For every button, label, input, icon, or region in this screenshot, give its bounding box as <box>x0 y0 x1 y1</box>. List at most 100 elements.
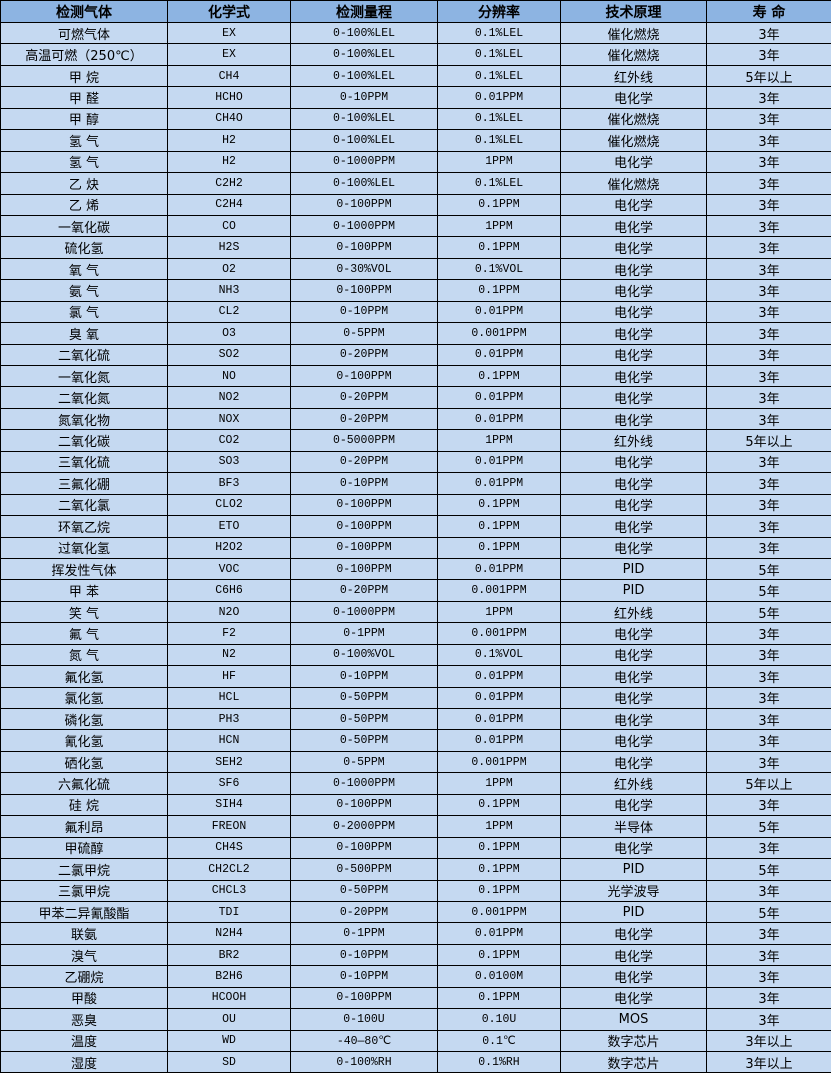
cell-gas: 湿度 <box>0 1050 168 1074</box>
cell-gas: 硫化氢 <box>0 236 168 259</box>
cell-range: 0-50PPM <box>290 686 438 710</box>
cell-principle: 电化学 <box>560 322 707 345</box>
cell-lifespan: 5年 <box>706 858 831 881</box>
cell-principle: 红外线 <box>560 772 707 795</box>
cell-formula: H2 <box>167 150 291 174</box>
cell-resolution: 0.1PPM <box>437 364 561 388</box>
cell-resolution: 1PPM <box>437 772 561 795</box>
cell-lifespan: 3年 <box>706 107 831 131</box>
cell-range: 0-100PPM <box>290 493 438 517</box>
cell-principle: 电化学 <box>560 643 707 667</box>
table-row: 氨 气 NH3 0-100PPM 0.1PPM 电化学 3年 <box>0 279 831 302</box>
cell-formula: SIH4 <box>167 793 291 817</box>
table-row: 氢 气 H2 0-100%LEL 0.1%LEL 催化燃烧 3年 <box>0 129 831 152</box>
cell-principle: 电化学 <box>560 150 707 174</box>
cell-gas: 二氯甲烷 <box>0 858 168 881</box>
cell-resolution: 1PPM <box>437 214 561 238</box>
cell-lifespan: 3年 <box>706 129 831 152</box>
cell-resolution: 0.1PPM <box>437 986 561 1010</box>
cell-lifespan: 3年 <box>706 214 831 238</box>
table-row: 三氟化硼 BF3 0-10PPM 0.01PPM 电化学 3年 <box>0 472 831 495</box>
cell-formula: O3 <box>167 322 291 345</box>
cell-principle: 光学波导 <box>560 879 707 902</box>
cell-formula: NO2 <box>167 386 291 409</box>
cell-formula: EX <box>167 21 291 45</box>
table-row: 氯 气 CL2 0-10PPM 0.01PPM 电化学 3年 <box>0 300 831 324</box>
cell-formula: CLO2 <box>167 493 291 517</box>
cell-resolution: 0.1%LEL <box>437 21 561 45</box>
cell-resolution: 1PPM <box>437 150 561 174</box>
cell-gas: 甲 苯 <box>0 579 168 602</box>
cell-lifespan: 3年 <box>706 729 831 752</box>
cell-range: 0-1PPM <box>290 922 438 945</box>
cell-range: 0-20PPM <box>290 343 438 367</box>
cell-gas: 温度 <box>0 1029 168 1053</box>
cell-principle: 电化学 <box>560 236 707 259</box>
header-gas: 检测气体 <box>0 0 168 23</box>
cell-lifespan: 3年 <box>706 322 831 345</box>
cell-gas: 乙 炔 <box>0 172 168 195</box>
cell-range: 0-5PPM <box>290 750 438 774</box>
table-row: 挥发性气体 VOC 0-100PPM 0.01PPM PID 5年 <box>0 557 831 581</box>
cell-lifespan: 3年 <box>706 193 831 216</box>
cell-resolution: 0.01PPM <box>437 407 561 431</box>
cell-gas: 氨 气 <box>0 279 168 302</box>
cell-formula: SF6 <box>167 772 291 795</box>
table-row: 硅 烷 SIH4 0-100PPM 0.1PPM 电化学 3年 <box>0 793 831 817</box>
cell-principle: 电化学 <box>560 836 707 860</box>
table-row: 溴气 BR2 0-10PPM 0.1PPM 电化学 3年 <box>0 943 831 967</box>
cell-resolution: 0.1%VOL <box>437 643 561 667</box>
cell-resolution: 0.1PPM <box>437 279 561 302</box>
cell-range: 0-100PPM <box>290 236 438 259</box>
cell-resolution: 0.1%LEL <box>437 172 561 195</box>
table-row: 甲硫醇 CH4S 0-100PPM 0.1PPM 电化学 3年 <box>0 836 831 860</box>
cell-lifespan: 3年 <box>706 965 831 988</box>
cell-range: 0-5000PPM <box>290 429 438 452</box>
cell-principle: PID <box>560 557 707 581</box>
cell-gas: 溴气 <box>0 943 168 967</box>
cell-principle: 红外线 <box>560 64 707 88</box>
cell-resolution: 0.001PPM <box>437 750 561 774</box>
cell-range: 0-1000PPM <box>290 150 438 174</box>
cell-resolution: 0.01PPM <box>437 665 561 688</box>
cell-lifespan: 5年以上 <box>706 429 831 452</box>
cell-principle: 电化学 <box>560 364 707 388</box>
header-lifespan: 寿 命 <box>706 0 831 23</box>
cell-lifespan: 3年 <box>706 922 831 945</box>
cell-principle: 电化学 <box>560 343 707 367</box>
cell-formula: CH4S <box>167 836 291 860</box>
cell-principle: 催化燃烧 <box>560 43 707 66</box>
cell-gas: 一氧化氮 <box>0 364 168 388</box>
cell-gas: 甲酸 <box>0 986 168 1010</box>
cell-range: -40—80℃ <box>290 1029 438 1053</box>
cell-gas: 硅 烷 <box>0 793 168 817</box>
cell-resolution: 0.1%RH <box>437 1050 561 1074</box>
cell-gas: 氯化氢 <box>0 686 168 710</box>
cell-formula: H2S <box>167 236 291 259</box>
cell-gas: 甲硫醇 <box>0 836 168 860</box>
cell-lifespan: 3年 <box>706 279 831 302</box>
cell-principle: 电化学 <box>560 515 707 538</box>
cell-formula: F2 <box>167 622 291 645</box>
cell-formula: FREON <box>167 815 291 838</box>
cell-lifespan: 3年 <box>706 622 831 645</box>
table-row: 笑 气 N2O 0-1000PPM 1PPM 红外线 5年 <box>0 600 831 624</box>
cell-gas: 甲 醇 <box>0 107 168 131</box>
cell-resolution: 0.1PPM <box>437 836 561 860</box>
cell-range: 0-20PPM <box>290 450 438 474</box>
cell-lifespan: 3年 <box>706 879 831 902</box>
cell-range: 0-500PPM <box>290 858 438 881</box>
cell-gas: 六氟化硫 <box>0 772 168 795</box>
cell-principle: MOS <box>560 1008 707 1031</box>
cell-gas: 可燃气体 <box>0 21 168 45</box>
cell-range: 0-20PPM <box>290 386 438 409</box>
cell-resolution: 0.01PPM <box>437 729 561 752</box>
cell-resolution: 0.0100M <box>437 965 561 988</box>
cell-range: 0-10PPM <box>290 943 438 967</box>
cell-lifespan: 3年 <box>706 343 831 367</box>
cell-gas: 高温可燃（250℃） <box>0 43 168 66</box>
table-row: 臭 氧 O3 0-5PPM 0.001PPM 电化学 3年 <box>0 322 831 345</box>
cell-formula: CO <box>167 214 291 238</box>
table-row: 二氧化氮 NO2 0-20PPM 0.01PPM 电化学 3年 <box>0 386 831 409</box>
